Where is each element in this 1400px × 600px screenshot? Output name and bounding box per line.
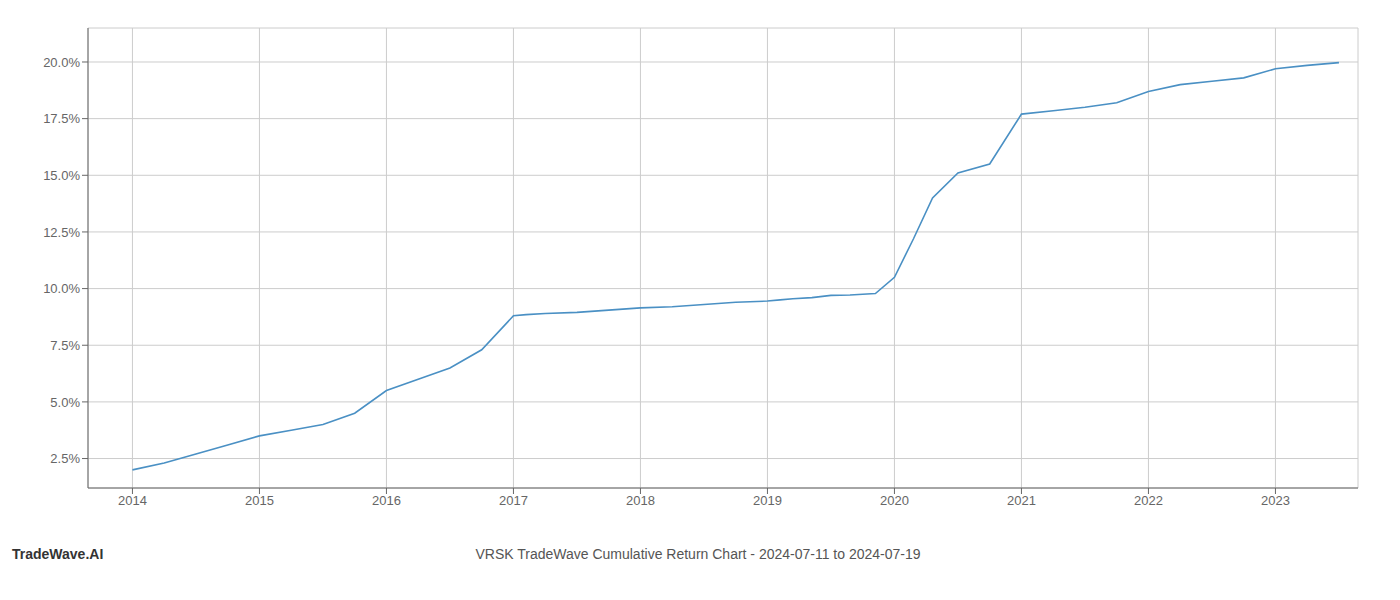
svg-text:2023: 2023	[1261, 493, 1290, 508]
svg-text:20.0%: 20.0%	[43, 55, 80, 70]
html-text:VRSK TradeWave Cumulative Retu: VRSK TradeWave Cumulative Return Chart -…	[475, 546, 921, 562]
svg-text:2020: 2020	[880, 493, 909, 508]
svg-text:2017: 2017	[499, 493, 528, 508]
svg-text:12.5%: 12.5%	[43, 225, 80, 240]
svg-text:2021: 2021	[1007, 493, 1036, 508]
svg-text:17.5%: 17.5%	[43, 111, 80, 126]
svg-text:5.0%: 5.0%	[50, 395, 80, 410]
svg-text:2022: 2022	[1134, 493, 1163, 508]
svg-text:2014: 2014	[118, 493, 147, 508]
svg-text:2.5%: 2.5%	[50, 451, 80, 466]
svg-text:2018: 2018	[626, 493, 655, 508]
html-text:TradeWave.AI: TradeWave.AI	[12, 546, 104, 562]
svg-text:2016: 2016	[372, 493, 401, 508]
svg-text:7.5%: 7.5%	[50, 338, 80, 353]
svg-text:15.0%: 15.0%	[43, 168, 80, 183]
svg-text:2015: 2015	[245, 493, 274, 508]
svg-text:2019: 2019	[753, 493, 782, 508]
svg-text:10.0%: 10.0%	[43, 281, 80, 296]
